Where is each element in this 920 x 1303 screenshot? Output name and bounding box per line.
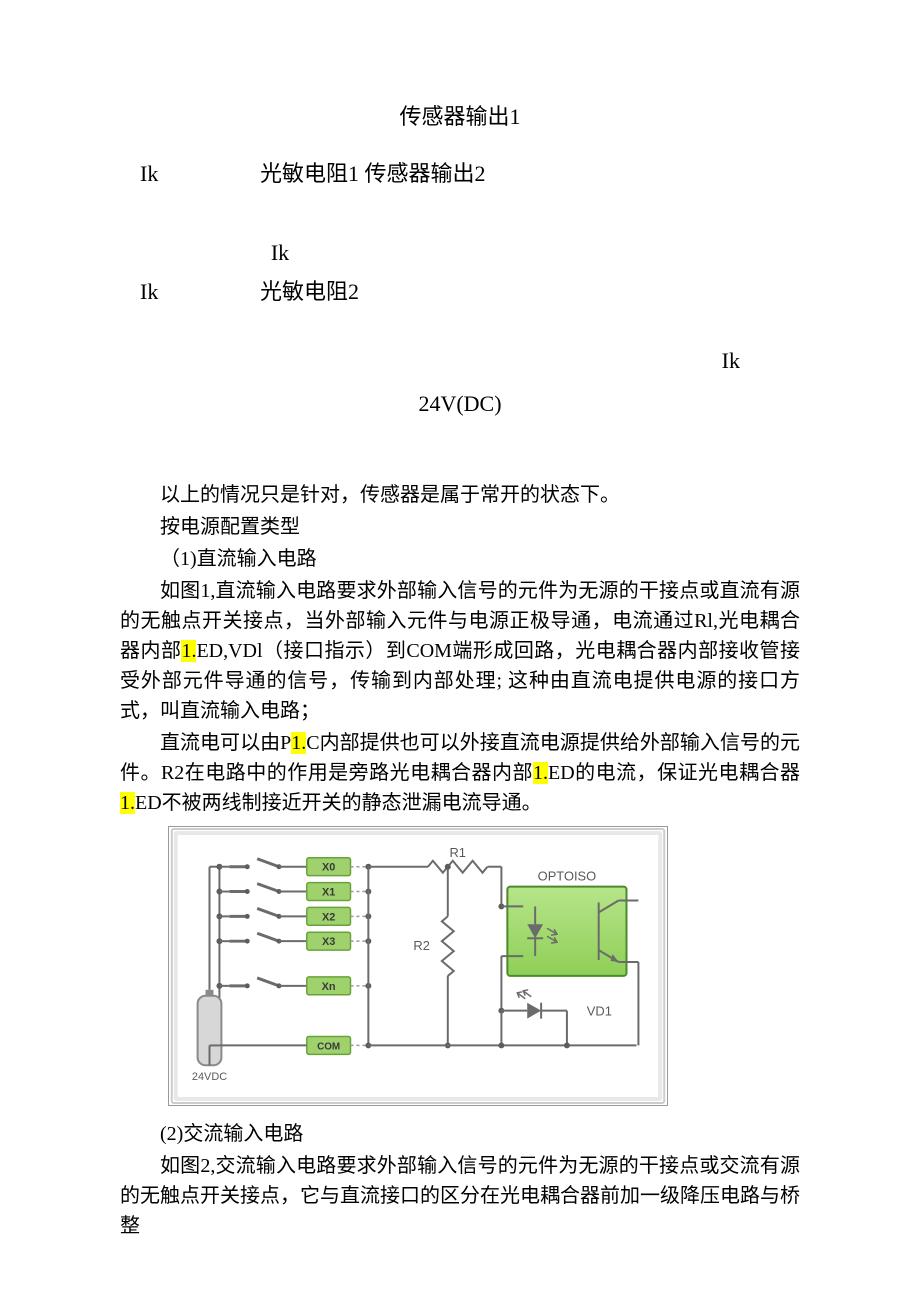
top-diagram-text: 传感器输出1 Ik 光敏电阻1 传感器输出2 Ik Ik 光敏电阻2 Ik 24…: [120, 100, 800, 420]
para-7: 如图2,交流输入电路要求外部输入信号的元件为无源的干接点或交流有源的无触点开关接…: [120, 1151, 800, 1241]
body-text: 以上的情况只是针对，传感器是属于常开的状态下。 按电源配置类型 （1)直流输入电…: [120, 480, 800, 818]
svg-text:COM: COM: [317, 1041, 340, 1052]
circuit-diagram: 24VDC X0 X1 X2 X3 Xn COM R1 R2 OPTOISO VD1: [168, 826, 800, 1115]
para-5: 直流电可以由P1.C内部提供也可以外接直流电源提供给外部输入信号的元件。R2在电…: [120, 728, 800, 818]
svg-text:X3: X3: [322, 936, 335, 948]
diagram-row-4: Ik 光敏电阻2: [120, 275, 800, 308]
body-text-2: (2)交流输入电路 如图2,交流输入电路要求外部输入信号的元件为无源的干接点或交…: [120, 1119, 800, 1241]
diagram-row-2: Ik 光敏电阻1 传感器输出2: [120, 157, 800, 190]
diagram-row-3: Ik: [120, 236, 800, 269]
ik-label-4: Ik: [120, 344, 800, 377]
highlight-2: 1.: [291, 732, 306, 754]
svg-text:R2: R2: [413, 938, 429, 953]
svg-text:R1: R1: [449, 845, 465, 860]
svg-text:VD1: VD1: [587, 1004, 612, 1019]
svg-text:X0: X0: [322, 862, 335, 874]
para-6: (2)交流输入电路: [120, 1119, 800, 1149]
ldr2-label: 光敏电阻2: [260, 275, 800, 308]
highlight-4: 1.: [120, 792, 135, 814]
svg-text:Xn: Xn: [322, 981, 336, 993]
highlight-1: 1.: [181, 640, 196, 662]
para-3: （1)直流输入电路: [120, 544, 800, 574]
svg-text:X1: X1: [322, 887, 335, 899]
para-2: 按电源配置类型: [120, 512, 800, 542]
ldr1-sensor2-label: 光敏电阻1 传感器输出2: [260, 157, 800, 190]
dc-input-circuit-svg: 24VDC X0 X1 X2 X3 Xn COM R1 R2 OPTOISO VD1: [168, 826, 668, 1106]
voltage-label: 24V(DC): [120, 387, 800, 420]
svg-text:OPTOISO: OPTOISO: [538, 869, 597, 884]
para-1: 以上的情况只是针对，传感器是属于常开的状态下。: [120, 480, 800, 510]
svg-text:24VDC: 24VDC: [192, 1071, 227, 1083]
diagram-title: 传感器输出1: [120, 100, 800, 133]
ik-label-3: Ik: [120, 275, 260, 308]
ik-label-1: Ik: [120, 157, 260, 190]
ik-label-2: Ik: [120, 236, 440, 269]
svg-text:X2: X2: [322, 911, 335, 923]
highlight-3: 1.: [533, 762, 548, 784]
para-4: 如图1,直流输入电路要求外部输入信号的元件为无源的干接点或直流有源的无触点开关接…: [120, 576, 800, 726]
